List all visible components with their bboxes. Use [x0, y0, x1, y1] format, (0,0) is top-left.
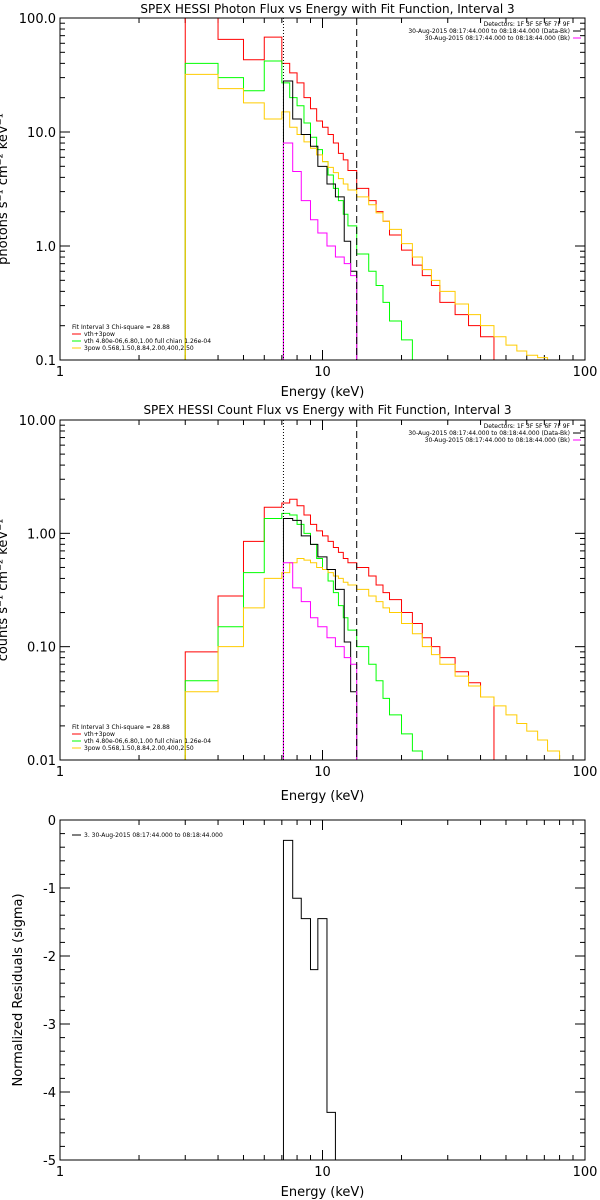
y-tick-label: -5	[43, 1154, 56, 1169]
legend-left-entry: vth 4.80e-06,6.80,1.00 full chian 1.26e-…	[84, 738, 211, 745]
legend-left-entry: vth 4.80e-06,6.80,1.00 full chian 1.26e-…	[84, 338, 211, 345]
series-line-1	[184, 60, 440, 360]
plot-area	[184, 18, 560, 360]
plot-frame	[59, 419, 586, 761]
x-tick-label: 1	[56, 765, 64, 780]
y-axis-label: photons s⁻¹ cm⁻² keV⁻¹	[0, 113, 11, 265]
series-line-2	[184, 557, 573, 760]
plot-frame	[59, 819, 586, 1161]
legend-left-entry: Fit Interval 3 Chi-square = 28.88	[72, 324, 170, 331]
series-line-0	[282, 839, 357, 1160]
series-line-2	[184, 73, 560, 360]
y-tick-label: -2	[43, 950, 56, 965]
x-axis-label: Energy (keV)	[281, 1185, 365, 1200]
y-tick-label: -1	[43, 882, 56, 897]
legend-left-entry: 3. 30-Aug-2015 08:17:44.000 to 08:18:44.…	[84, 832, 223, 839]
chart-panel-2: SPEX HESSI Count Flux vs Energy with Fit…	[0, 403, 597, 804]
y-tick-label: 0.10	[27, 641, 56, 656]
series-line-3	[282, 80, 358, 360]
y-tick-label: 0	[48, 814, 56, 829]
x-axis-label: Energy (keV)	[281, 789, 365, 804]
legend-left-entry: 3pow 0.568,1.50,8.84,2.00,400,2.50	[84, 345, 194, 352]
x-tick-label: 10	[314, 765, 331, 780]
y-axis-label: counts s⁻¹ cm⁻² keV⁻¹	[0, 519, 11, 662]
y-tick-label: -3	[43, 1018, 56, 1033]
y-axis-label: Normalized Residuals (sigma)	[11, 893, 26, 1086]
x-tick-label: 1	[56, 365, 64, 380]
series-line-0	[184, 498, 495, 760]
legend-left-entry: Fit Interval 3 Chi-square = 28.88	[72, 724, 170, 731]
x-tick-label: 100	[573, 765, 598, 780]
y-tick-label: 0.01	[27, 754, 56, 769]
legend-right-entry: 30-Aug-2015 08:17:44.000 to 08:18:44.000…	[425, 437, 570, 444]
legend-right-entry: Detectors: 1F 3F 5F 6F 7F 9F	[484, 423, 571, 430]
x-tick-label: 100	[573, 1165, 598, 1180]
plot-area	[282, 839, 357, 1160]
x-tick-label: 10	[314, 1165, 331, 1180]
plot-frame	[59, 17, 586, 361]
legend-right-entry: 30-Aug-2015 08:17:44.000 to 08:18:44.000…	[408, 430, 570, 437]
series-line-3	[282, 518, 358, 760]
series-line-0	[184, 18, 495, 360]
y-tick-label: 100.0	[19, 12, 56, 27]
x-axis-label: Energy (keV)	[281, 385, 365, 400]
chart-title: SPEX HESSI Photon Flux vs Energy with Fi…	[140, 2, 514, 16]
y-tick-label: 1.0	[35, 240, 56, 255]
chart-panel-3: Energy (keV) Normalized Residuals (sigma)…	[11, 814, 597, 1200]
plot-area	[184, 498, 573, 760]
legend-right-entry: 30-Aug-2015 08:17:44.000 to 08:18:44.000…	[408, 28, 570, 35]
series-line-1	[184, 512, 440, 760]
chart-panel-1: SPEX HESSI Photon Flux vs Energy with Fi…	[0, 2, 597, 400]
series-line-4	[282, 562, 358, 760]
x-tick-label: 100	[573, 365, 598, 380]
x-tick-label: 10	[314, 365, 331, 380]
y-tick-label: 10.00	[19, 414, 56, 429]
legend-right-entry: Detectors: 1F 3F 5F 6F 7F 9F	[484, 21, 571, 28]
legend-left-entry: vth+3pow	[84, 731, 115, 738]
legend-left-entry: 3pow 0.568,1.50,8.84,2.00,400,2.50	[84, 745, 194, 752]
legend-right-entry: 30-Aug-2015 08:17:44.000 to 08:18:44.000…	[425, 35, 570, 42]
y-tick-label: 10.0	[27, 126, 56, 141]
legend-left-entry: vth+3pow	[84, 331, 115, 338]
y-tick-label: 0.1	[35, 354, 56, 369]
y-tick-label: 1.00	[27, 527, 56, 542]
chart-title: SPEX HESSI Count Flux vs Energy with Fit…	[143, 403, 511, 417]
series-line-4	[282, 142, 358, 360]
y-tick-label: -4	[43, 1086, 56, 1101]
x-tick-label: 1	[56, 1165, 64, 1180]
